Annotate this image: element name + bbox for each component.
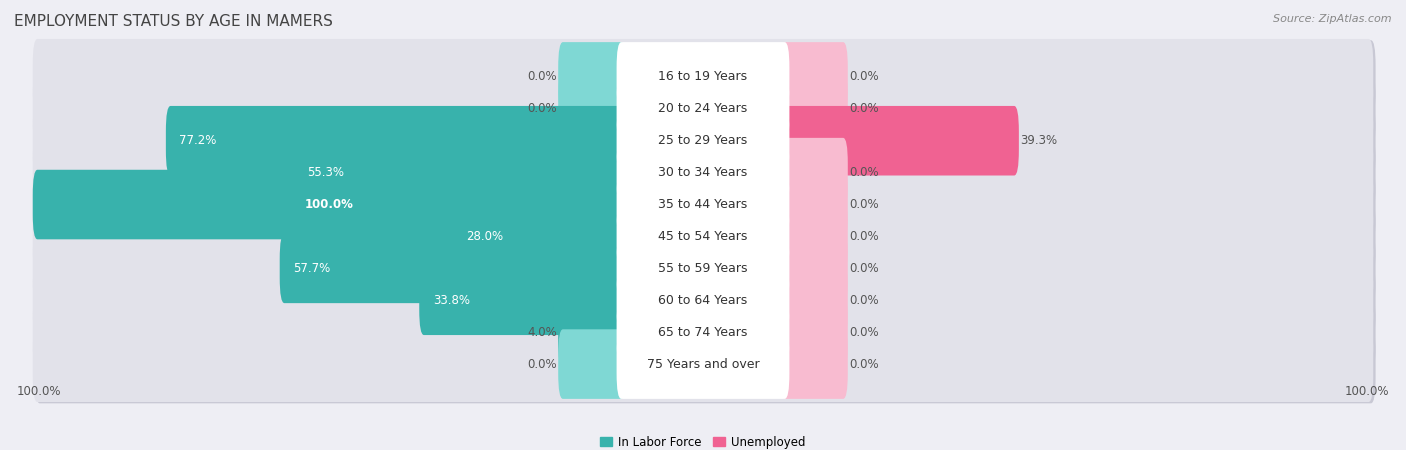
FancyBboxPatch shape bbox=[558, 297, 626, 367]
Text: 28.0%: 28.0% bbox=[467, 230, 503, 243]
Text: 100.0%: 100.0% bbox=[17, 385, 62, 398]
Text: 75 Years and over: 75 Years and over bbox=[647, 358, 759, 371]
Text: 0.0%: 0.0% bbox=[849, 326, 879, 339]
Text: 35 to 44 Years: 35 to 44 Years bbox=[658, 198, 748, 211]
FancyBboxPatch shape bbox=[35, 328, 1375, 403]
FancyBboxPatch shape bbox=[32, 198, 1374, 274]
FancyBboxPatch shape bbox=[780, 266, 848, 335]
FancyBboxPatch shape bbox=[558, 329, 626, 399]
FancyBboxPatch shape bbox=[35, 296, 1375, 371]
Text: 0.0%: 0.0% bbox=[849, 230, 879, 243]
Text: 0.0%: 0.0% bbox=[849, 198, 879, 211]
Text: 77.2%: 77.2% bbox=[180, 134, 217, 147]
FancyBboxPatch shape bbox=[453, 202, 626, 271]
Legend: In Labor Force, Unemployed: In Labor Force, Unemployed bbox=[596, 431, 810, 450]
FancyBboxPatch shape bbox=[35, 104, 1375, 180]
Text: 100.0%: 100.0% bbox=[305, 198, 354, 211]
Text: 25 to 29 Years: 25 to 29 Years bbox=[658, 134, 748, 147]
FancyBboxPatch shape bbox=[780, 74, 848, 144]
FancyBboxPatch shape bbox=[780, 297, 848, 367]
Text: 0.0%: 0.0% bbox=[527, 358, 557, 371]
Text: 0.0%: 0.0% bbox=[527, 102, 557, 115]
FancyBboxPatch shape bbox=[617, 202, 789, 271]
FancyBboxPatch shape bbox=[32, 294, 1374, 370]
Text: 55.3%: 55.3% bbox=[307, 166, 344, 179]
FancyBboxPatch shape bbox=[32, 230, 1374, 306]
FancyBboxPatch shape bbox=[32, 71, 1374, 147]
Text: 0.0%: 0.0% bbox=[849, 70, 879, 83]
Text: 0.0%: 0.0% bbox=[849, 358, 879, 371]
FancyBboxPatch shape bbox=[617, 138, 789, 207]
Text: 45 to 54 Years: 45 to 54 Years bbox=[658, 230, 748, 243]
Text: 0.0%: 0.0% bbox=[849, 294, 879, 307]
FancyBboxPatch shape bbox=[558, 74, 626, 144]
Text: 57.7%: 57.7% bbox=[292, 262, 330, 275]
FancyBboxPatch shape bbox=[32, 166, 1374, 243]
FancyBboxPatch shape bbox=[780, 42, 848, 112]
Text: 65 to 74 Years: 65 to 74 Years bbox=[658, 326, 748, 339]
FancyBboxPatch shape bbox=[35, 232, 1375, 308]
Text: 0.0%: 0.0% bbox=[527, 70, 557, 83]
FancyBboxPatch shape bbox=[280, 234, 626, 303]
FancyBboxPatch shape bbox=[35, 168, 1375, 244]
FancyBboxPatch shape bbox=[35, 264, 1375, 339]
FancyBboxPatch shape bbox=[780, 202, 848, 271]
Text: 100.0%: 100.0% bbox=[1344, 385, 1389, 398]
Text: 4.0%: 4.0% bbox=[527, 326, 557, 339]
FancyBboxPatch shape bbox=[617, 329, 789, 399]
Text: EMPLOYMENT STATUS BY AGE IN MAMERS: EMPLOYMENT STATUS BY AGE IN MAMERS bbox=[14, 14, 333, 28]
Text: 20 to 24 Years: 20 to 24 Years bbox=[658, 102, 748, 115]
FancyBboxPatch shape bbox=[780, 234, 848, 303]
Text: Source: ZipAtlas.com: Source: ZipAtlas.com bbox=[1274, 14, 1392, 23]
FancyBboxPatch shape bbox=[166, 106, 626, 176]
FancyBboxPatch shape bbox=[558, 42, 626, 112]
FancyBboxPatch shape bbox=[617, 266, 789, 335]
Text: 0.0%: 0.0% bbox=[849, 102, 879, 115]
Text: 16 to 19 Years: 16 to 19 Years bbox=[658, 70, 748, 83]
FancyBboxPatch shape bbox=[617, 106, 789, 176]
FancyBboxPatch shape bbox=[780, 106, 1019, 176]
FancyBboxPatch shape bbox=[780, 138, 848, 207]
FancyBboxPatch shape bbox=[35, 200, 1375, 276]
FancyBboxPatch shape bbox=[294, 138, 626, 207]
Text: 60 to 64 Years: 60 to 64 Years bbox=[658, 294, 748, 307]
FancyBboxPatch shape bbox=[617, 42, 789, 112]
FancyBboxPatch shape bbox=[35, 72, 1375, 148]
FancyBboxPatch shape bbox=[32, 135, 1374, 211]
FancyBboxPatch shape bbox=[32, 326, 1374, 402]
FancyBboxPatch shape bbox=[419, 266, 626, 335]
FancyBboxPatch shape bbox=[617, 234, 789, 303]
FancyBboxPatch shape bbox=[35, 136, 1375, 212]
Text: 0.0%: 0.0% bbox=[849, 262, 879, 275]
FancyBboxPatch shape bbox=[617, 297, 789, 367]
FancyBboxPatch shape bbox=[780, 170, 848, 239]
FancyBboxPatch shape bbox=[35, 40, 1375, 116]
Text: 33.8%: 33.8% bbox=[433, 294, 470, 307]
Text: 55 to 59 Years: 55 to 59 Years bbox=[658, 262, 748, 275]
Text: 39.3%: 39.3% bbox=[1019, 134, 1057, 147]
FancyBboxPatch shape bbox=[32, 170, 626, 239]
FancyBboxPatch shape bbox=[32, 103, 1374, 179]
FancyBboxPatch shape bbox=[780, 329, 848, 399]
FancyBboxPatch shape bbox=[32, 39, 1374, 115]
FancyBboxPatch shape bbox=[617, 74, 789, 144]
Text: 0.0%: 0.0% bbox=[849, 166, 879, 179]
Text: 30 to 34 Years: 30 to 34 Years bbox=[658, 166, 748, 179]
FancyBboxPatch shape bbox=[32, 262, 1374, 338]
FancyBboxPatch shape bbox=[617, 170, 789, 239]
